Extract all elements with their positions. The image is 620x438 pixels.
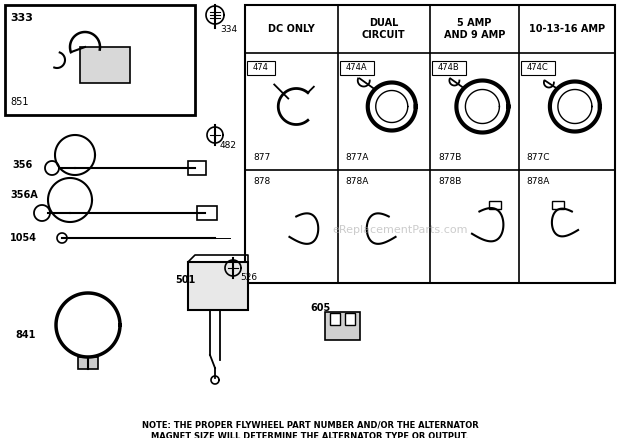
Bar bbox=[247, 61, 275, 75]
Bar bbox=[330, 313, 340, 325]
Text: 878A: 878A bbox=[527, 177, 550, 187]
Text: 474C: 474C bbox=[527, 64, 549, 73]
Text: 878B: 878B bbox=[438, 177, 461, 187]
Text: 851: 851 bbox=[10, 97, 29, 107]
Text: 356A: 356A bbox=[10, 190, 38, 200]
Bar bbox=[521, 61, 555, 75]
Text: DUAL
CIRCUIT: DUAL CIRCUIT bbox=[362, 18, 405, 40]
Text: 877A: 877A bbox=[345, 153, 369, 162]
Bar bbox=[80, 47, 130, 83]
Text: 333: 333 bbox=[10, 13, 33, 23]
Text: 474B: 474B bbox=[438, 64, 460, 73]
Text: 878A: 878A bbox=[345, 177, 369, 187]
Text: 474: 474 bbox=[253, 64, 269, 73]
Text: 877: 877 bbox=[253, 153, 270, 162]
Bar bbox=[340, 61, 373, 75]
Bar bbox=[552, 201, 564, 208]
Text: 605: 605 bbox=[310, 303, 330, 313]
Text: 501: 501 bbox=[175, 275, 195, 285]
Text: 1054: 1054 bbox=[10, 233, 37, 243]
Text: 482: 482 bbox=[220, 141, 237, 149]
Bar bbox=[5, 5, 195, 115]
Bar bbox=[197, 206, 217, 220]
Text: NOTE: THE PROPER FLYWHEEL PART NUMBER AND/OR THE ALTERNATOR
MAGNET SIZE WILL DET: NOTE: THE PROPER FLYWHEEL PART NUMBER AN… bbox=[141, 420, 479, 438]
Text: 356: 356 bbox=[12, 160, 32, 170]
Text: 841: 841 bbox=[15, 330, 35, 340]
Bar bbox=[188, 262, 248, 310]
Text: 334: 334 bbox=[220, 25, 237, 35]
Bar bbox=[345, 313, 355, 325]
Text: 5 AMP
AND 9 AMP: 5 AMP AND 9 AMP bbox=[444, 18, 505, 40]
Text: DC ONLY: DC ONLY bbox=[268, 24, 314, 34]
Text: 878: 878 bbox=[253, 177, 270, 187]
Bar bbox=[325, 312, 360, 340]
Bar bbox=[188, 161, 206, 175]
Text: 10-13-16 AMP: 10-13-16 AMP bbox=[529, 24, 605, 34]
Bar bbox=[432, 61, 466, 75]
Bar bbox=[78, 357, 98, 369]
Text: 877C: 877C bbox=[527, 153, 551, 162]
Text: eReplacementParts.com: eReplacementParts.com bbox=[332, 225, 467, 235]
Text: 526: 526 bbox=[240, 273, 257, 283]
Bar bbox=[489, 201, 502, 208]
Bar bbox=[245, 5, 615, 283]
Text: 474A: 474A bbox=[346, 64, 367, 73]
Text: 877B: 877B bbox=[438, 153, 461, 162]
